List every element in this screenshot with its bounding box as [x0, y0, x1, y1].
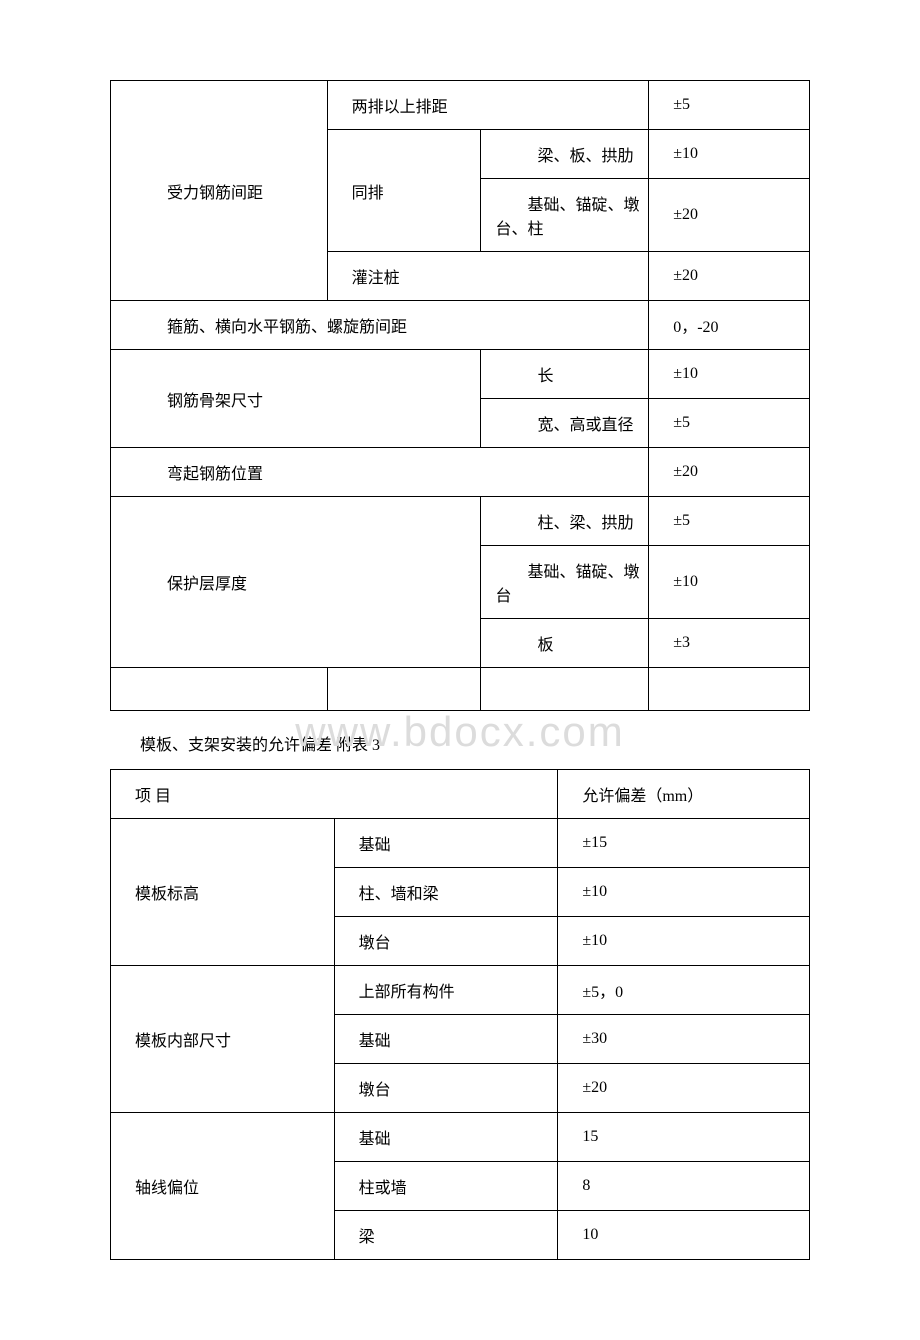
- cell-label: 模板标高: [111, 819, 335, 966]
- cell-value: ±20: [649, 448, 810, 497]
- table-row: 受力钢筋间距 两排以上排距 ±5: [111, 81, 810, 130]
- table-row: [111, 668, 810, 711]
- cell-item: 柱、梁、拱肋: [481, 497, 649, 546]
- cell-header: 项 目: [111, 770, 558, 819]
- table-row: 轴线偏位 基础 15: [111, 1113, 810, 1162]
- cell-empty: [481, 668, 649, 711]
- cell-item: 梁: [334, 1211, 558, 1260]
- cell-item: 宽、高或直径: [481, 399, 649, 448]
- cell-empty: [649, 668, 810, 711]
- cell-item: 同排: [327, 130, 481, 252]
- table-row: 项 目 允许偏差（mm）: [111, 770, 810, 819]
- cell-value: ±5: [649, 399, 810, 448]
- cell-value: ±10: [649, 130, 810, 179]
- table-row: 保护层厚度 柱、梁、拱肋 ±5: [111, 497, 810, 546]
- cell-item: 墩台: [334, 1064, 558, 1113]
- cell-value: ±5: [649, 497, 810, 546]
- cell-value: ±20: [649, 252, 810, 301]
- table-row: 弯起钢筋位置 ±20: [111, 448, 810, 497]
- cell-item: 基础: [334, 819, 558, 868]
- cell-empty: [111, 668, 328, 711]
- cell-label: 受力钢筋间距: [111, 81, 328, 301]
- cell-item: 板: [481, 619, 649, 668]
- cell-value: ±5，0: [558, 966, 810, 1015]
- cell-item: 基础: [334, 1113, 558, 1162]
- table-caption: 模板、支架安装的允许偏差 附表 3: [140, 731, 810, 755]
- cell-label: 保护层厚度: [111, 497, 481, 668]
- cell-header: 允许偏差（mm）: [558, 770, 810, 819]
- cell-value: ±3: [649, 619, 810, 668]
- cell-empty: [327, 668, 481, 711]
- cell-item: 基础、锚碇、墩台、柱: [481, 179, 649, 252]
- cell-value: ±20: [649, 179, 810, 252]
- cell-item: 梁、板、拱肋: [481, 130, 649, 179]
- tolerance-table-2: 项 目 允许偏差（mm） 模板标高 基础 ±15 柱、墙和梁 ±10 墩台 ±1…: [110, 769, 810, 1260]
- cell-value: 8: [558, 1162, 810, 1211]
- cell-item: 柱、墙和梁: [334, 868, 558, 917]
- cell-label: 弯起钢筋位置: [111, 448, 649, 497]
- cell-value: ±5: [649, 81, 810, 130]
- cell-value: ±10: [558, 917, 810, 966]
- cell-value: 10: [558, 1211, 810, 1260]
- cell-label: 钢筋骨架尺寸: [111, 350, 481, 448]
- cell-item: 柱或墙: [334, 1162, 558, 1211]
- table-row: 箍筋、横向水平钢筋、螺旋筋间距 0，-20: [111, 301, 810, 350]
- table-row: 钢筋骨架尺寸 长 ±10: [111, 350, 810, 399]
- cell-item: 上部所有构件: [334, 966, 558, 1015]
- cell-value: ±15: [558, 819, 810, 868]
- cell-value: 0，-20: [649, 301, 810, 350]
- cell-value: ±30: [558, 1015, 810, 1064]
- tolerance-table-1: 受力钢筋间距 两排以上排距 ±5 同排 梁、板、拱肋 ±10 基础、锚碇、墩台、…: [110, 80, 810, 711]
- cell-label: 轴线偏位: [111, 1113, 335, 1260]
- cell-item: 墩台: [334, 917, 558, 966]
- table-row: 模板标高 基础 ±15: [111, 819, 810, 868]
- cell-label: 模板内部尺寸: [111, 966, 335, 1113]
- cell-value: 15: [558, 1113, 810, 1162]
- cell-item: 基础、锚碇、墩台: [481, 546, 649, 619]
- cell-item: 灌注桩: [327, 252, 649, 301]
- cell-item: 长: [481, 350, 649, 399]
- cell-value: ±10: [558, 868, 810, 917]
- table-row: 模板内部尺寸 上部所有构件 ±5，0: [111, 966, 810, 1015]
- cell-item: 基础: [334, 1015, 558, 1064]
- cell-value: ±20: [558, 1064, 810, 1113]
- cell-label: 箍筋、横向水平钢筋、螺旋筋间距: [111, 301, 649, 350]
- cell-item: 两排以上排距: [327, 81, 649, 130]
- cell-value: ±10: [649, 350, 810, 399]
- cell-value: ±10: [649, 546, 810, 619]
